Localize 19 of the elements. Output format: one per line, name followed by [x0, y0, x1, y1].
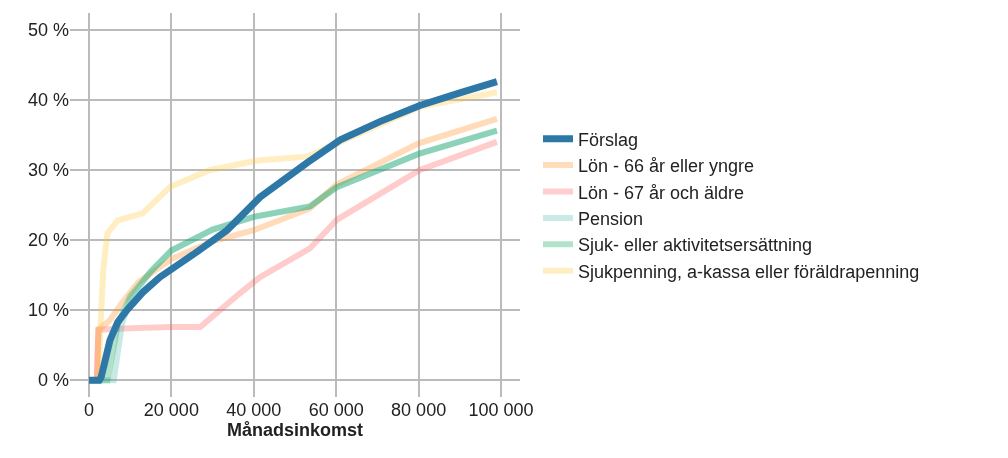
y-tick-label: 20 %	[27, 230, 69, 251]
y-tick-label: 10 %	[27, 300, 69, 321]
legend-label: Pension	[578, 208, 644, 229]
x-tick-label: 20 000	[143, 400, 199, 420]
x-tick-label: 100 000	[468, 400, 534, 420]
y-tick-label: 0 %	[37, 370, 69, 391]
x-tick-label: 0	[83, 400, 94, 420]
y-tick-label: 40 %	[27, 90, 69, 111]
x-tick-label: 60 000	[308, 400, 364, 420]
legend-label: Lön - 66 år eller yngre	[578, 156, 755, 177]
x-tick-label: 80 000	[391, 400, 447, 420]
x-axis-title: Månadsinkomst	[226, 420, 364, 441]
x-tick-label: 40 000	[226, 400, 282, 420]
legend-label: Förslag	[578, 129, 639, 150]
legend-label: Sjuk- eller aktivitetsersättning	[578, 235, 813, 256]
legend-label: Sjukpenning, a-kassa eller föräldrapenning	[578, 261, 920, 282]
y-tick-label: 30 %	[27, 160, 69, 181]
y-tick-label: 50 %	[27, 20, 69, 41]
legend-label: Lön - 67 år och äldre	[578, 182, 745, 203]
